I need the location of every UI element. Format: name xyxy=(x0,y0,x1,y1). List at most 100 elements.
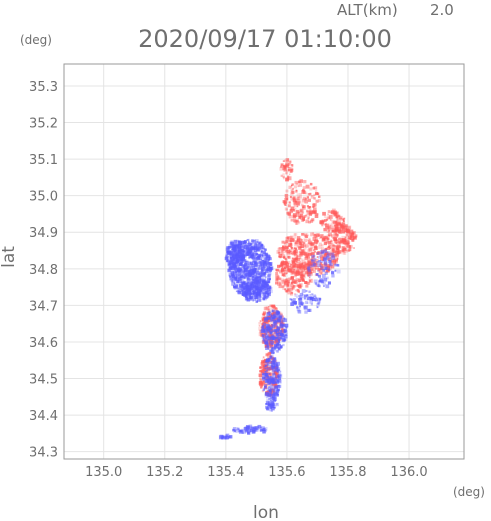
radar-echo-pixel xyxy=(261,368,265,372)
radar-echo-pixel xyxy=(248,252,252,256)
radar-echo-pixel xyxy=(324,263,328,267)
radar-echo-pixel xyxy=(267,376,270,379)
radar-echo-pixel xyxy=(287,158,289,161)
radar-echo-pixel xyxy=(282,175,285,178)
radar-echo-pixel xyxy=(331,262,334,264)
radar-echo-pixel xyxy=(268,391,272,395)
radar-echo-pixel xyxy=(266,401,270,405)
radar-echo-pixel xyxy=(229,245,232,248)
radar-echo-pixel xyxy=(278,247,282,250)
radar-echo-pixel xyxy=(339,245,342,248)
radar-echo-pixel xyxy=(308,290,311,293)
radar-echo-pixel xyxy=(267,326,271,330)
radar-echo-pixel xyxy=(334,224,337,227)
radar-echo-pixel xyxy=(275,272,279,275)
radar-echo-pixel xyxy=(264,257,268,261)
radar-echo-pixel xyxy=(268,310,271,314)
radar-echo-pixel xyxy=(240,271,243,273)
radar-echo-pixel xyxy=(261,329,265,333)
radar-echo-pixel xyxy=(267,278,269,280)
radar-echo-pixel xyxy=(280,251,284,255)
radar-echo-pixel xyxy=(267,367,271,371)
radar-echo-pixel xyxy=(322,269,325,272)
radar-echo-pixel xyxy=(248,278,251,280)
radar-echo-pixel xyxy=(277,375,280,378)
radar-echo-pixel xyxy=(320,234,324,238)
radar-echo-pixel xyxy=(335,224,340,228)
radar-echo-pixel xyxy=(262,296,267,301)
radar-echo-pixel xyxy=(272,317,275,320)
radar-echo-pixel xyxy=(258,292,261,295)
radar-echo-pixel xyxy=(259,277,262,280)
radar-echo-pixel xyxy=(226,259,230,262)
radar-echo-pixel xyxy=(262,374,265,378)
radar-echo-pixel xyxy=(267,357,271,361)
radar-echo-pixel xyxy=(281,285,285,288)
radar-echo-pixel xyxy=(284,266,286,268)
radar-echo-pixel xyxy=(262,286,266,290)
radar-echo-pixel xyxy=(237,254,240,257)
radar-echo-pixel xyxy=(269,331,273,335)
radar-echo-pixel xyxy=(309,296,314,301)
radar-echo-pixel xyxy=(232,257,237,262)
radar-echo-pixel xyxy=(299,257,302,260)
radar-echo-pixel xyxy=(283,256,286,259)
radar-echo-pixel xyxy=(336,269,341,274)
radar-echo-pixel xyxy=(315,247,318,250)
radar-echo-pixel xyxy=(277,247,282,252)
radar-echo-pixel xyxy=(299,246,301,248)
radar-echo-pixel xyxy=(274,381,277,384)
radar-echo-pixel xyxy=(262,298,265,301)
radar-echo-pixel xyxy=(269,394,273,398)
radar-echo-pixel xyxy=(250,298,252,300)
radar-echo-pixel xyxy=(290,263,293,266)
radar-echo-pixel xyxy=(288,244,292,247)
radar-echo-pixel xyxy=(235,251,239,255)
radar-echo-pixel xyxy=(327,240,332,245)
radar-echo-pixel xyxy=(276,335,280,339)
radar-echo-pixel xyxy=(256,292,260,296)
radar-echo-pixel xyxy=(331,270,333,273)
radar-echo-pixel xyxy=(245,295,248,298)
radar-echo-pixel xyxy=(262,338,266,341)
radar-echo-pixel xyxy=(307,269,311,273)
radar-echo-pixel xyxy=(250,286,253,289)
radar-echo-pixel xyxy=(244,285,248,289)
radar-echo-pixel xyxy=(312,210,315,214)
radar-echo-pixel xyxy=(231,274,236,279)
radar-echo-pixel xyxy=(316,213,319,215)
radar-echo-pixel xyxy=(318,256,321,259)
radar-echo-pixel xyxy=(347,245,351,249)
radar-echo-pixel xyxy=(294,233,298,236)
radar-echo-pixel xyxy=(325,223,329,227)
radar-echo-pixel xyxy=(309,192,312,195)
radar-echo-pixel xyxy=(334,250,338,254)
radar-echo-pixel xyxy=(299,193,302,196)
radar-echo-pixel xyxy=(330,259,334,263)
radar-echo-pixel xyxy=(317,302,320,305)
radar-echo-pixel xyxy=(285,258,288,262)
radar-echo-pixel xyxy=(326,225,331,230)
radar-echo-pixel xyxy=(237,427,240,430)
radar-echo-pixel xyxy=(252,284,256,287)
radar-echo-pixel xyxy=(271,345,275,349)
radar-echo-pixel xyxy=(261,376,265,380)
radar-echo-pixel xyxy=(295,240,299,245)
radar-echo-pixel xyxy=(330,239,333,242)
radar-echo-pixel xyxy=(312,263,317,267)
radar-echo-pixel xyxy=(277,339,280,342)
radar-echo-pixel xyxy=(244,243,249,247)
radar-echo-pixel xyxy=(280,339,283,341)
radar-echo-pixel xyxy=(277,311,281,314)
radar-echo-pixel xyxy=(286,284,289,287)
radar-echo-pixel xyxy=(289,250,294,255)
radar-echo-pixel xyxy=(279,332,283,336)
radar-echo-pixel xyxy=(297,309,301,313)
radar-echo-pixel xyxy=(226,259,230,263)
radar-echo-pixel xyxy=(312,186,315,190)
radar-echo-pixel xyxy=(262,292,266,297)
radar-echo-pixel xyxy=(334,224,339,229)
radar-echo-pixel xyxy=(285,177,289,182)
radar-echo-pixel xyxy=(279,325,284,329)
radar-echo-pixel xyxy=(277,336,281,340)
